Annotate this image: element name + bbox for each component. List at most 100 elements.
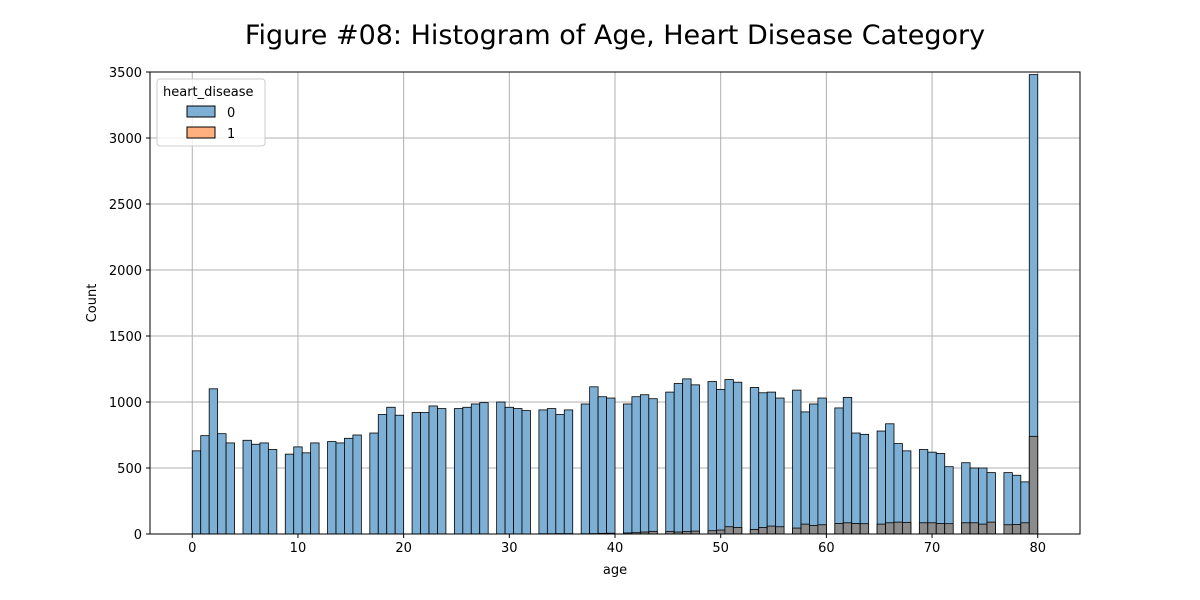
bar-heart-disease-0 [251,443,261,535]
bar-heart-disease-0 [707,381,717,535]
y-tick-label: 2000 [109,264,142,279]
y-axis-label: Count [85,284,100,323]
bar-heart-disease-0 [200,435,210,535]
bar-heart-disease-0 [842,396,853,535]
chart-title: Figure #08: Histogram of Age, Heart Dise… [245,20,985,51]
bar-heart-disease-0 [335,442,345,535]
bar-heart-disease-0 [191,450,202,535]
bar-heart-disease-1 [732,527,743,535]
bar-heart-disease-0 [411,412,421,535]
bar-heart-disease-1 [851,523,861,535]
bar-heart-disease-0 [766,391,777,535]
bar-heart-disease-0 [716,389,726,535]
bar-heart-disease-0 [665,391,675,535]
bar-heart-disease-0 [369,432,379,535]
bar-heart-disease-1 [876,523,886,535]
bar-heart-disease-0 [851,432,861,535]
bar-heart-disease-0 [462,406,472,535]
bar-heart-disease-0 [352,434,362,535]
bar-heart-disease-0 [623,403,633,535]
bar-heart-disease-0 [546,408,557,535]
x-tick-label: 50 [712,541,729,556]
bar-heart-disease-0 [690,384,700,535]
x-tick-label: 60 [818,541,835,556]
bar-heart-disease-0 [496,401,506,535]
bar-heart-disease-0 [420,412,430,535]
bar-heart-disease-0 [809,403,819,535]
bar-heart-disease-0 [259,442,269,535]
bar-heart-disease-1 [935,523,946,535]
bar-heart-disease-0 [293,446,303,535]
bar-heart-disease-0 [673,383,684,535]
bar-heart-disease-1 [969,522,979,535]
bar-heart-disease-0 [749,387,760,535]
bar-heart-disease-1 [918,522,929,535]
bar-heart-disease-1 [944,523,954,535]
legend-swatch-0 [186,105,216,118]
bar-heart-disease-0 [893,443,903,535]
y-tick-label: 500 [117,462,142,477]
bar-heart-disease-0 [732,381,743,535]
bar-heart-disease-0 [301,452,312,535]
bar-heart-disease-0 [563,409,574,535]
bar-heart-disease-0 [344,437,354,535]
bar-heart-disease-0 [935,453,946,535]
bar-heart-disease-0 [453,408,464,535]
bar-heart-disease-0 [377,414,388,535]
bar-heart-disease-0 [589,386,599,535]
y-tick-label: 3000 [109,132,142,147]
bars [191,74,1039,535]
bar-heart-disease-1 [766,525,777,535]
bar-heart-disease-0 [217,433,227,535]
bar-heart-disease-0 [927,451,937,535]
legend: heart_disease 0 1 [156,78,266,147]
bar-heart-disease-0 [724,379,734,535]
x-tick-label: 30 [501,541,518,556]
legend-label-1: 1 [227,127,235,142]
bar-heart-disease-0 [555,414,565,535]
bar-heart-disease-0 [479,402,489,535]
bar-heart-disease-0 [648,398,658,535]
bar-heart-disease-0 [792,389,802,535]
bar-heart-disease-0 [885,423,895,535]
bar-heart-disease-0 [513,408,523,535]
bar-heart-disease-1 [961,522,971,535]
bar-heart-disease-0 [918,449,929,535]
bar-heart-disease-0 [428,405,438,535]
bar-heart-disease-1 [834,523,844,535]
bar-heart-disease-0 [225,442,235,535]
bar-heart-disease-1 [809,525,819,535]
y-tick-label: 1500 [109,330,142,345]
bar-heart-disease-0 [538,409,548,535]
x-tick-label: 40 [607,541,624,556]
x-tick-label: 10 [290,541,307,556]
bar-heart-disease-0 [631,396,641,535]
bar-heart-disease-1 [817,524,827,535]
bar-heart-disease-1 [885,522,895,535]
bar-heart-disease-1 [758,527,768,535]
bar-heart-disease-0 [597,396,607,535]
bar-heart-disease-1 [792,527,802,535]
bar-heart-disease-0 [504,406,514,535]
bar-heart-disease-0 [284,453,295,535]
y-tick-label: 1000 [109,396,142,411]
bar-heart-disease-0 [386,406,396,535]
bar-heart-disease-0 [580,403,591,535]
bar-heart-disease-0 [639,394,650,535]
bar-heart-disease-0 [758,392,768,535]
bar-heart-disease-1 [1003,524,1013,535]
bar-heart-disease-0 [834,407,844,535]
bar-heart-disease-1 [1011,524,1022,535]
legend-swatch-1 [186,126,216,139]
bar-heart-disease-0 [521,410,531,535]
bar-heart-disease-0 [470,403,481,535]
bar-heart-disease-0 [859,433,870,535]
bar-heart-disease-0 [606,397,616,535]
x-tick-label: 0 [188,541,196,556]
bar-heart-disease-1 [978,523,988,535]
bar-heart-disease-0 [902,450,912,535]
bar-heart-disease-0 [775,397,785,535]
bar-heart-disease-0 [242,439,252,535]
legend-label-0: 0 [227,106,235,121]
